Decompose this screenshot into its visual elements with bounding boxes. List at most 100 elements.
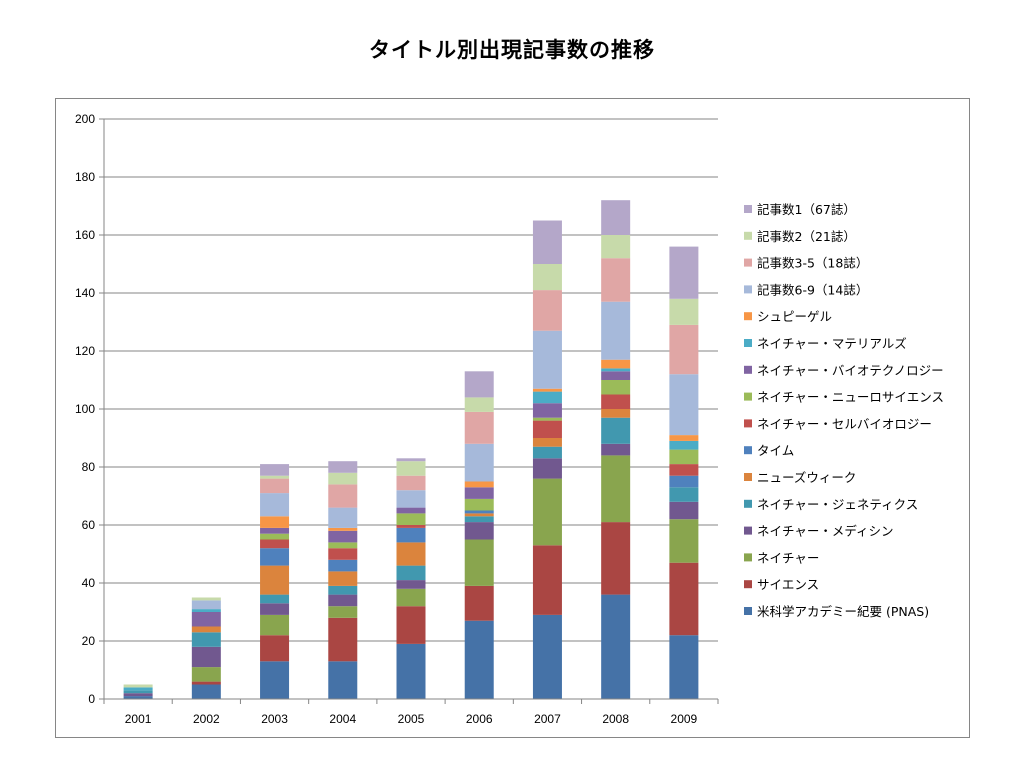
x-tick-label: 2004 bbox=[329, 712, 356, 726]
bar-segment bbox=[191, 684, 221, 699]
bar-segment bbox=[532, 614, 562, 699]
bar-segment bbox=[532, 420, 562, 438]
bar-segment bbox=[328, 594, 358, 607]
bar-segment bbox=[396, 588, 426, 607]
bar-segment bbox=[123, 684, 153, 688]
bar-segment bbox=[123, 690, 153, 694]
bar-segment bbox=[601, 594, 631, 699]
bar-segment bbox=[669, 464, 699, 476]
bar-segment bbox=[396, 507, 426, 514]
bar-segment bbox=[260, 527, 290, 534]
bar-segment bbox=[396, 475, 426, 491]
bar-segment bbox=[396, 580, 426, 589]
bar-segment bbox=[260, 565, 290, 595]
bar-segment bbox=[532, 264, 562, 291]
legend-swatch bbox=[744, 419, 752, 428]
bar-segment bbox=[328, 484, 358, 508]
bar-segment bbox=[669, 298, 699, 325]
bar-segment bbox=[396, 458, 426, 462]
x-tick-label: 2001 bbox=[125, 712, 152, 726]
bar-segment bbox=[328, 617, 358, 662]
bar-segment bbox=[396, 461, 426, 476]
bar-segment bbox=[328, 530, 358, 543]
x-tick-label: 2009 bbox=[671, 712, 698, 726]
bar-segment bbox=[464, 487, 494, 499]
bar-segment bbox=[191, 609, 221, 612]
legend-swatch bbox=[744, 205, 752, 213]
bar-segment bbox=[260, 614, 290, 636]
legend-label: シュピーゲル bbox=[757, 309, 832, 324]
bar-segment bbox=[601, 455, 631, 523]
legend-label: 米科学アカデミー紀要 (PNAS) bbox=[757, 604, 929, 619]
x-axis-ticks: 2001 2002 2003 2004 2005 2006 2007 2008 2009 bbox=[125, 712, 698, 726]
legend-swatch bbox=[744, 231, 752, 240]
legend-swatch bbox=[744, 580, 752, 589]
bar-segment bbox=[328, 559, 358, 572]
bar-segment bbox=[464, 522, 494, 540]
bar-segment bbox=[532, 391, 562, 404]
bar-segment bbox=[396, 542, 426, 566]
legend-label: 記事数3-5（18誌） bbox=[757, 256, 868, 271]
bar-area bbox=[123, 200, 699, 699]
bar-segment bbox=[532, 438, 562, 447]
legend-label: サイエンス bbox=[757, 577, 819, 592]
bar-segment bbox=[532, 330, 562, 389]
bar-segment bbox=[396, 606, 426, 644]
y-tick-label: 140 bbox=[75, 286, 95, 300]
bar-segment bbox=[464, 513, 494, 517]
bar-segment bbox=[532, 290, 562, 331]
bar-segment bbox=[328, 606, 358, 618]
bar-segment bbox=[260, 516, 290, 528]
bar-segment bbox=[532, 388, 562, 392]
bar-segment bbox=[260, 603, 290, 615]
y-tick-label: 60 bbox=[82, 518, 96, 532]
bar-segment bbox=[669, 562, 699, 636]
legend-label: 記事数2（21誌） bbox=[757, 229, 856, 244]
bar-segment bbox=[601, 235, 631, 259]
bar-segment bbox=[669, 519, 699, 563]
bar-segment bbox=[328, 661, 358, 699]
bar-segment bbox=[464, 585, 494, 621]
legend-swatch bbox=[744, 392, 752, 401]
bar-segment bbox=[191, 626, 221, 633]
bar-segment bbox=[328, 461, 358, 473]
bar-segment bbox=[328, 507, 358, 528]
bar-segment bbox=[601, 443, 631, 456]
legend-swatch bbox=[744, 312, 752, 321]
bar-segment bbox=[396, 525, 426, 528]
bar-segment bbox=[123, 693, 153, 697]
legend-label: ネイチャー・セルバイオロジー bbox=[757, 416, 932, 431]
y-tick-label: 100 bbox=[75, 402, 95, 416]
bar-segment bbox=[260, 464, 290, 476]
bar-segment bbox=[260, 635, 290, 662]
bar-segment bbox=[601, 301, 631, 360]
bar-segment bbox=[123, 687, 153, 691]
y-tick-label: 120 bbox=[75, 344, 95, 358]
bar-segment bbox=[669, 487, 699, 502]
bar-segment bbox=[191, 632, 221, 647]
legend-swatch bbox=[744, 473, 752, 481]
bar-segment bbox=[260, 548, 290, 566]
bar-segment bbox=[669, 440, 699, 450]
bar-segment bbox=[669, 501, 699, 520]
bar-segment bbox=[191, 600, 221, 610]
y-tick-label: 0 bbox=[88, 692, 95, 706]
x-tick-label: 2006 bbox=[466, 712, 493, 726]
bar-segment bbox=[123, 696, 153, 699]
bar-segment bbox=[396, 643, 426, 699]
bar-segment bbox=[464, 498, 494, 511]
bar-segment bbox=[396, 490, 426, 508]
bar-segment bbox=[260, 539, 290, 549]
y-tick-label: 180 bbox=[75, 170, 95, 184]
y-tick-label: 20 bbox=[82, 634, 96, 648]
bar-segment bbox=[191, 667, 221, 682]
bar-segment bbox=[191, 612, 221, 627]
legend-label: ネイチャー bbox=[757, 550, 819, 565]
bar-segment bbox=[260, 594, 290, 604]
bar-segment bbox=[532, 403, 562, 418]
bar-segment bbox=[532, 417, 562, 421]
axes bbox=[99, 118, 719, 704]
bar-segment bbox=[669, 435, 699, 441]
y-tick-label: 200 bbox=[75, 112, 95, 126]
